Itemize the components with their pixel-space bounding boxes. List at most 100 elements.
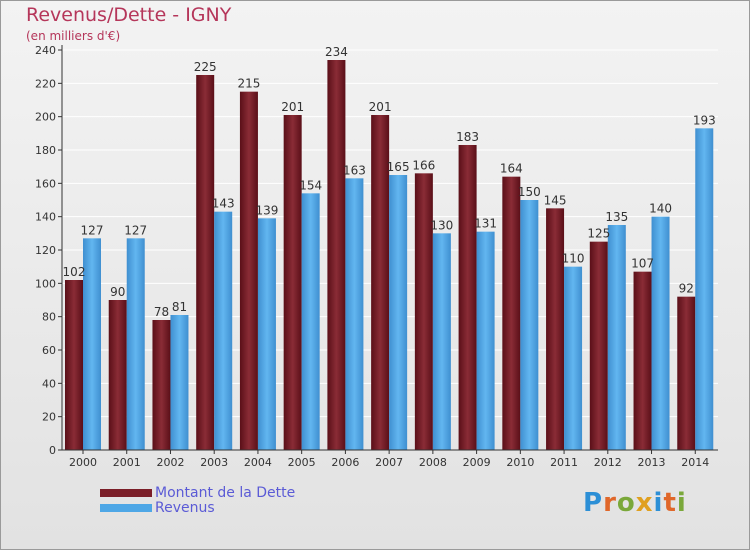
- data-labels: 102 127 90 127 78 81 225 143 215 139 201 154 234 163 2…: [63, 45, 716, 319]
- bar-revenus: [83, 238, 101, 450]
- x-tick-label: 2005: [288, 456, 316, 469]
- bar-revenus: [607, 225, 626, 450]
- bar-revenus: [301, 193, 320, 451]
- data-label-revenus: 140: [649, 202, 672, 216]
- data-label-revenus: 143: [212, 197, 235, 211]
- proxiti-logo: Proxiti: [583, 488, 687, 518]
- y-tick-label: 220: [35, 77, 56, 90]
- y-tick-label: 40: [42, 377, 56, 390]
- data-label-dette: 78: [154, 305, 169, 319]
- data-label-dette: 164: [500, 162, 523, 176]
- legend-swatch-dette: [100, 489, 152, 497]
- data-label-dette: 201: [281, 100, 304, 114]
- data-label-revenus: 154: [299, 178, 322, 192]
- data-label-revenus: 150: [518, 185, 541, 199]
- y-tick-label: 120: [35, 244, 56, 257]
- x-tick-label: 2001: [113, 456, 141, 469]
- bar-revenus: [170, 315, 189, 450]
- bar-dette: [65, 280, 83, 450]
- y-tick-label: 100: [35, 277, 56, 290]
- x-tick-label: 2004: [244, 456, 272, 469]
- logo-letter: x: [635, 488, 654, 518]
- chart-title: Revenus/Dette - IGNY: [26, 4, 232, 26]
- data-label-dette: 183: [456, 130, 479, 144]
- y-tick-label: 140: [35, 211, 56, 224]
- bar-revenus: [476, 231, 495, 450]
- x-tick-label: 2010: [506, 456, 534, 469]
- bar-revenus: [432, 233, 451, 450]
- data-label-revenus: 127: [124, 223, 147, 237]
- data-label-revenus: 193: [693, 113, 716, 127]
- data-label-revenus: 127: [81, 223, 104, 237]
- bar-revenus: [695, 128, 714, 451]
- logo-letter: t: [663, 488, 677, 518]
- y-tick-label: 160: [35, 177, 56, 190]
- data-label-revenus: 130: [430, 218, 453, 232]
- y-tick-label: 80: [42, 311, 56, 324]
- x-tick-label: 2000: [69, 456, 97, 469]
- x-tick-label: 2006: [331, 456, 359, 469]
- data-label-revenus: 135: [605, 210, 628, 224]
- logo-letter: r: [603, 488, 617, 518]
- y-tick-label: 60: [42, 344, 56, 357]
- data-label-revenus: 110: [562, 252, 585, 266]
- legend-swatch-revenus: [100, 504, 152, 512]
- bar-revenus: [345, 178, 364, 451]
- y-tick-label: 200: [35, 111, 56, 124]
- y-tick-label: 20: [42, 411, 56, 424]
- data-label-dette: 125: [587, 227, 610, 241]
- data-label-revenus: 163: [343, 163, 366, 177]
- data-label-dette: 225: [194, 60, 217, 74]
- bar-dette: [589, 241, 608, 450]
- y-tick-label: 240: [35, 44, 56, 57]
- data-label-dette: 145: [544, 193, 567, 207]
- bar-dette: [458, 145, 477, 450]
- logo-letter: P: [583, 488, 604, 518]
- bar-revenus: [214, 211, 233, 450]
- x-tick-label: 2013: [638, 456, 666, 469]
- bar-dette: [283, 115, 302, 450]
- x-tick-label: 2003: [200, 456, 228, 469]
- data-label-dette: 234: [325, 45, 348, 59]
- chart-subtitle: (en milliers d'€): [26, 29, 121, 43]
- x-tick-label: 2002: [156, 456, 184, 469]
- data-label-dette: 92: [679, 282, 694, 296]
- data-label-dette: 102: [63, 265, 86, 279]
- bar-revenus: [564, 266, 583, 450]
- axes: [58, 45, 718, 454]
- bar-dette: [633, 271, 652, 450]
- legend-label-dette: Montant de la Dette: [155, 485, 296, 501]
- legend-swatches: [100, 489, 152, 512]
- bar-revenus: [651, 216, 670, 450]
- x-tick-label: 2011: [550, 456, 578, 469]
- y-tick-labels: 0 20 40 60 80 100 120 140 160 180 200 220 240: [35, 44, 56, 457]
- data-label-dette: 201: [369, 100, 392, 114]
- logo-letter: i: [653, 488, 664, 518]
- bar-dette: [196, 75, 215, 450]
- y-tick-label: 0: [49, 444, 56, 457]
- x-tick-label: 2009: [463, 456, 491, 469]
- x-tick-label: 2012: [594, 456, 622, 469]
- bar-revenus: [520, 200, 539, 450]
- data-label-dette: 107: [631, 257, 654, 271]
- bar-revenus: [389, 175, 408, 450]
- data-label-revenus: 131: [474, 217, 497, 231]
- data-label-dette: 215: [237, 77, 260, 91]
- bar-revenus: [257, 218, 276, 450]
- bar-dette: [108, 300, 127, 450]
- data-label-revenus: 165: [387, 160, 410, 174]
- bar-dette: [677, 296, 696, 450]
- bar-dette: [327, 60, 346, 450]
- bars: [65, 60, 714, 451]
- x-tick-label: 2008: [419, 456, 447, 469]
- bar-dette: [371, 115, 390, 450]
- data-label-dette: 166: [412, 158, 435, 172]
- data-label-revenus: 81: [172, 300, 187, 314]
- logo-letter: o: [616, 488, 636, 518]
- bar-revenus: [126, 238, 145, 450]
- x-tick-labels: 2000 2001 2002 2003 2004 2005 2006 2007 2008 2009…: [69, 456, 709, 469]
- bar-dette: [152, 320, 171, 450]
- bar-dette: [546, 208, 565, 450]
- y-tick-label: 180: [35, 144, 56, 157]
